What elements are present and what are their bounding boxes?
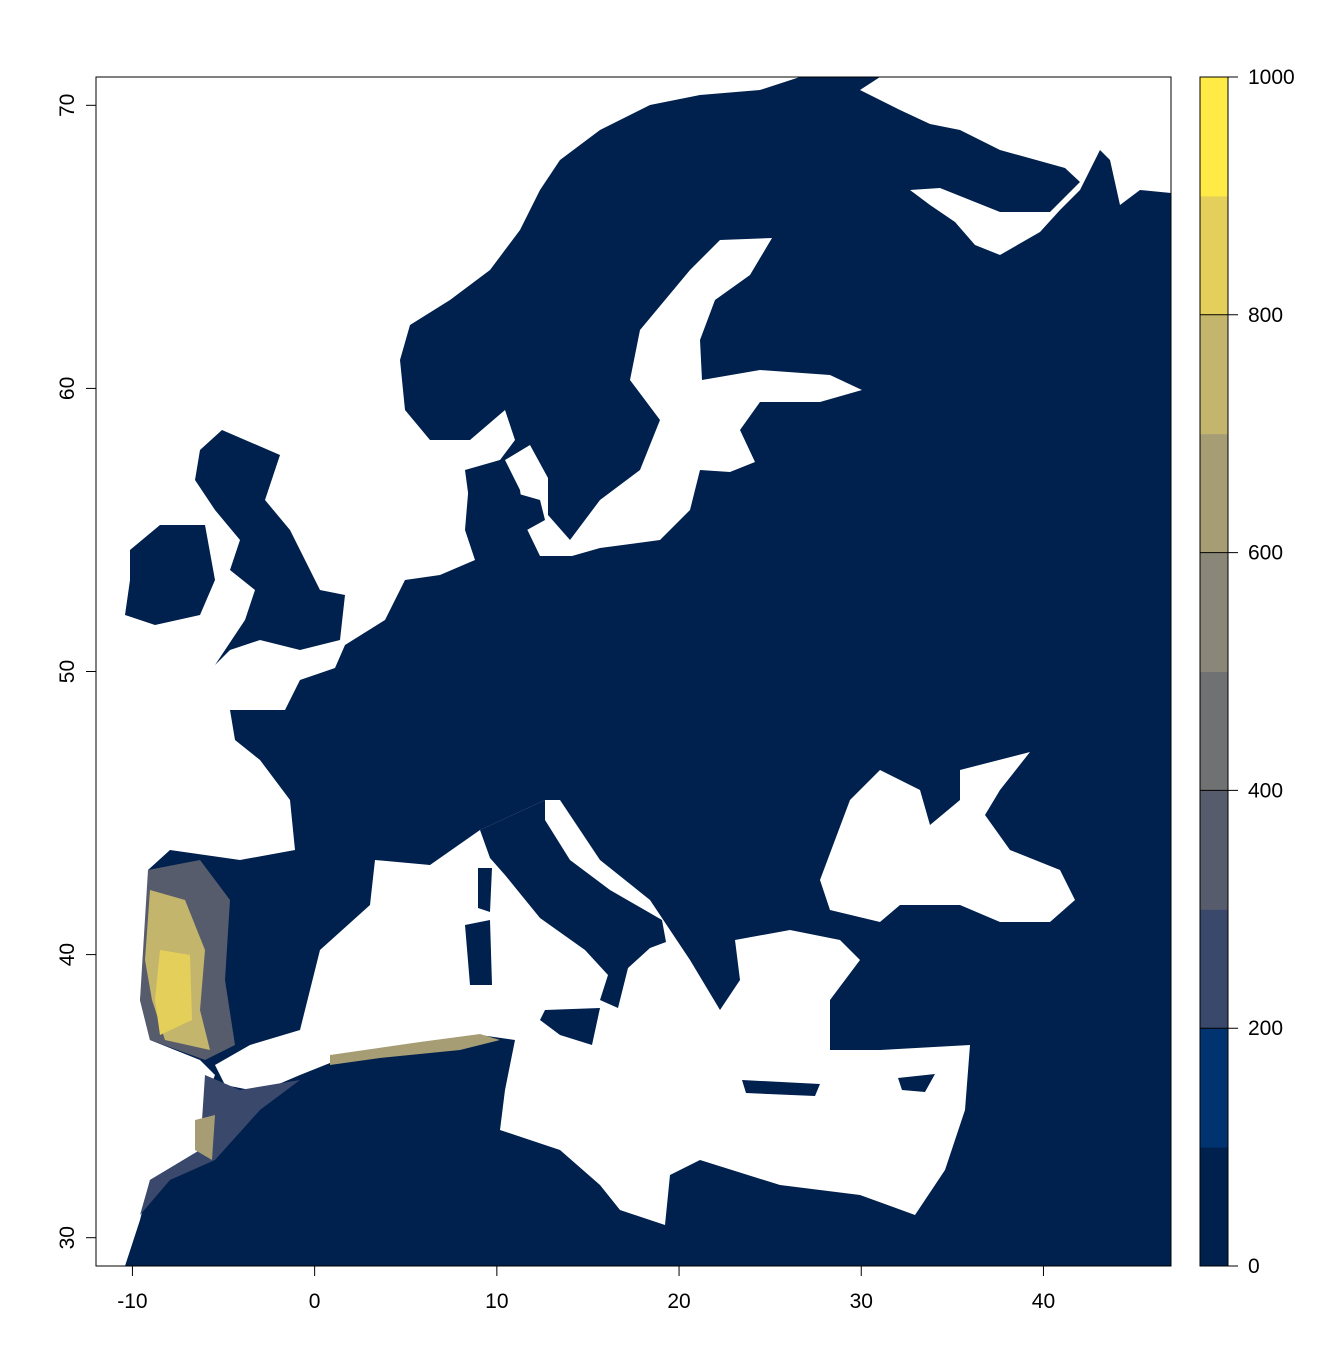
y-tick-label: 60 [56,377,79,400]
legend-color-bin [1200,552,1228,672]
y-tick-label: 40 [56,943,79,966]
legend-tick-label: 400 [1248,779,1283,802]
legend-color-bin [1200,1028,1228,1148]
y-axis: 30 40 50 60 70 [56,94,97,1249]
legend-color-bin [1200,1147,1228,1267]
baltic-sea [505,238,862,556]
corsica [478,868,492,912]
x-tick-label: 20 [667,1290,690,1313]
sicily [540,1008,600,1045]
x-axis: -10 0 10 20 30 40 [117,1265,1055,1313]
morocco-values [140,1075,300,1215]
x-tick-label: 0 [309,1290,321,1313]
italy [480,800,666,1008]
legend-color-bin [1200,790,1228,910]
portugal-peak-values [155,950,192,1035]
x-tick-label: -10 [117,1290,147,1313]
legend-tick-label: 600 [1248,542,1283,565]
legend-tick-label: 0 [1248,1255,1260,1278]
legend-color-bin [1200,314,1228,435]
legend-color-bin [1200,195,1228,316]
sardinia [465,920,492,985]
color-legend: 0 200 400 600 800 1000 [1199,66,1295,1278]
x-tick-label: 40 [1032,1290,1055,1313]
x-tick-label: 30 [850,1290,873,1313]
legend-color-bin [1200,77,1228,197]
barents-sea [860,77,1171,255]
legend-color-bin [1200,909,1228,1029]
legend-tick-label: 800 [1248,304,1283,327]
y-tick-label: 70 [56,94,79,117]
legend-color-bin [1200,433,1228,554]
y-tick-label: 30 [56,1226,79,1249]
x-tick-label: 10 [485,1290,508,1313]
y-tick-label: 50 [56,660,79,683]
legend-tick-label: 200 [1248,1017,1283,1040]
atlantic-ocean [96,77,800,1266]
ireland [125,525,215,625]
north-africa-coast-values [330,1034,500,1065]
legend-tick-label: 1000 [1248,66,1295,89]
denmark [465,460,545,545]
black-sea [820,752,1075,922]
cyprus [898,1074,935,1092]
legend-color-bin [1200,671,1228,791]
morocco-high-values [195,1115,215,1160]
great-britain [195,430,345,665]
crete [742,1080,820,1096]
map-panel [96,77,1171,1266]
